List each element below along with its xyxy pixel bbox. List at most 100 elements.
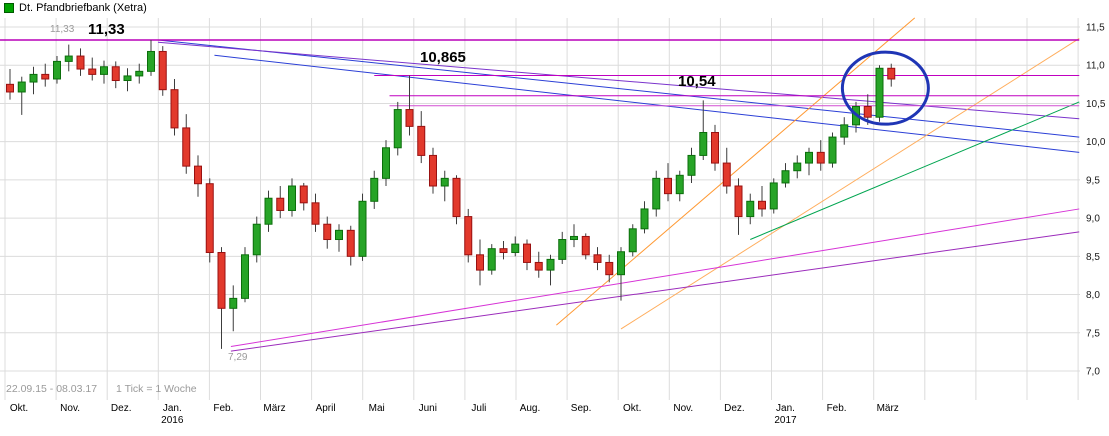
x-axis-month-label: Okt. — [10, 403, 28, 414]
candle-body — [581, 235, 590, 256]
candle-body — [487, 248, 496, 271]
high-10865-label: 10,865 — [420, 49, 466, 66]
candle-body — [88, 68, 97, 75]
y-axis-label: 7,0 — [1086, 366, 1100, 377]
candle-body — [358, 200, 367, 257]
candle-body — [264, 197, 273, 225]
candle-body — [370, 177, 379, 202]
tick-interval-label: 1 Tick = 1 Woche — [116, 383, 197, 395]
candle-body — [405, 109, 414, 127]
candle-body — [64, 55, 73, 62]
chart-footer: 22.09.15 - 08.03.17 1 Tick = 1 Woche — [6, 383, 197, 395]
x-axis-month-label: Nov. — [673, 403, 693, 414]
candle-body — [805, 151, 813, 164]
candle-body — [429, 154, 437, 187]
candle-body — [311, 202, 320, 225]
x-axis-year-label: 2016 — [161, 415, 184, 426]
highlight-ellipse — [840, 50, 930, 126]
x-axis-month-label: Nov. — [60, 403, 80, 414]
candle-body — [346, 229, 355, 257]
low-729-label: 7,29 — [228, 352, 248, 363]
y-axis-label: 7,5 — [1086, 328, 1100, 339]
candle-body — [605, 261, 614, 276]
candle-body — [711, 131, 719, 164]
candle-body — [135, 70, 144, 77]
candle-body — [816, 151, 825, 164]
candle-body — [887, 67, 896, 80]
candle-body — [182, 127, 191, 167]
candle-body — [217, 252, 226, 309]
trendline — [157, 39, 1080, 138]
candle-body — [252, 223, 261, 256]
candle-body — [41, 73, 50, 80]
trendline — [556, 17, 916, 326]
candle-body — [464, 216, 473, 256]
candle-body — [734, 185, 743, 218]
x-axis-year-label: 2017 — [774, 415, 797, 426]
x-axis-month-label: Dez. — [111, 403, 132, 414]
date-range-label: 22.09.15 - 08.03.17 — [6, 383, 98, 395]
candle-body — [323, 223, 332, 241]
candle-body — [828, 136, 837, 164]
candle-body — [840, 124, 849, 138]
candle-body — [476, 254, 484, 271]
candle-body — [628, 228, 637, 253]
candle-body — [640, 208, 649, 230]
candle-body — [452, 177, 461, 218]
candle-body — [29, 73, 38, 83]
candle-body — [699, 131, 708, 156]
y-axis-label: 11,0 — [1086, 61, 1105, 72]
x-axis-month-label: Juli — [471, 403, 486, 414]
candle-body — [593, 254, 602, 263]
y-axis-label: 8,5 — [1086, 252, 1100, 263]
peak-label-bold: 11,33 — [88, 21, 125, 38]
chart-title-bar: Dt. Pfandbriefbank (Xetra) — [4, 2, 147, 14]
candle-body — [534, 261, 543, 271]
candle-body — [440, 177, 449, 187]
chart-title: Dt. Pfandbriefbank (Xetra) — [19, 2, 147, 14]
x-axis-month-label: Feb. — [213, 403, 233, 414]
y-axis-label: 10,5 — [1086, 99, 1106, 110]
y-axis-label: 10,0 — [1086, 137, 1106, 148]
x-axis-month-label: März — [263, 403, 285, 414]
x-axis-month-label: Jan. — [163, 403, 182, 414]
candle-body — [617, 251, 625, 276]
candle-body — [769, 182, 778, 210]
candle-body — [147, 50, 155, 72]
candle-body — [194, 165, 202, 185]
x-axis-month-label: Sep. — [571, 403, 592, 414]
candle-body — [523, 243, 531, 263]
trendline — [214, 54, 1080, 153]
candle-body — [158, 50, 167, 91]
candle-body — [746, 200, 755, 218]
candle-body — [299, 185, 308, 204]
candle-body — [241, 254, 249, 299]
candle-body — [123, 75, 132, 82]
x-axis-month-label: Jan. — [776, 403, 795, 414]
candle-body — [652, 177, 661, 210]
candle-body — [875, 67, 884, 118]
high-1054-label: 10,54 — [678, 73, 716, 90]
x-axis-month-label: Dez. — [724, 403, 745, 414]
candle-body — [76, 55, 85, 70]
candle-body — [675, 174, 684, 195]
trendline — [230, 208, 1080, 348]
candle-body — [382, 147, 390, 179]
candle-body — [229, 297, 238, 309]
y-axis-label: 9,0 — [1086, 214, 1100, 225]
x-axis-month-label: Aug. — [520, 403, 541, 414]
candle-body — [511, 243, 520, 254]
x-axis-month-label: Feb. — [827, 403, 847, 414]
candle-body — [570, 235, 578, 241]
series-legend-icon — [4, 3, 14, 13]
x-axis-month-label: Okt. — [623, 403, 641, 414]
candle-body — [687, 154, 696, 176]
candle-body — [781, 170, 790, 184]
y-axis-label: 9,5 — [1086, 175, 1100, 186]
candle-body — [664, 177, 672, 195]
candle-body — [6, 83, 14, 93]
candle-body — [863, 106, 872, 118]
candle-body — [53, 60, 61, 80]
